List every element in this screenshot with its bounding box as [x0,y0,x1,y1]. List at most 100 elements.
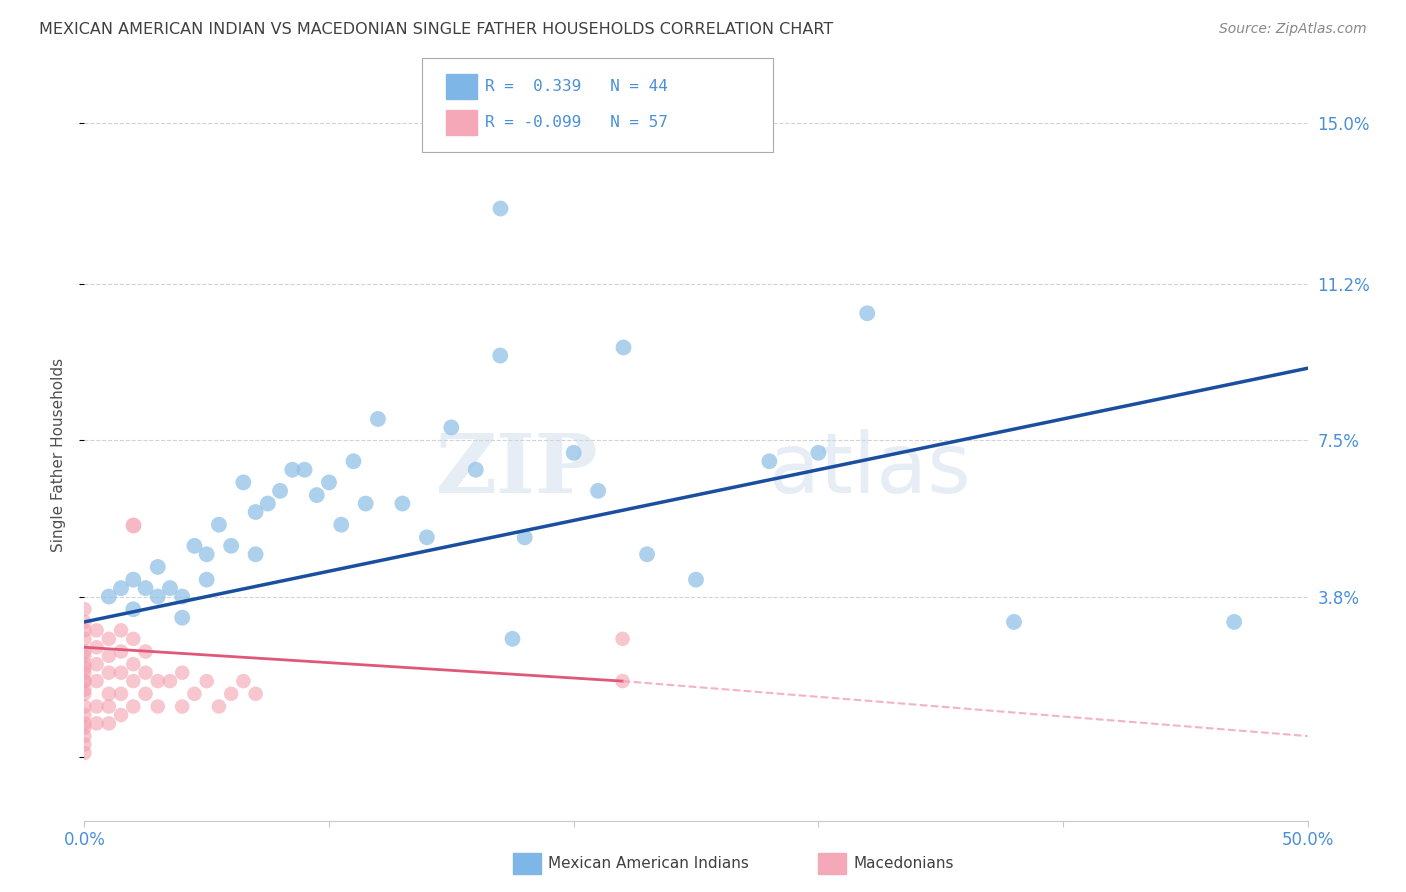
Point [416,530,439,544]
Point [612,674,634,689]
Point [636,547,658,561]
Point [135,665,157,680]
Text: atlas: atlas [769,429,972,510]
Y-axis label: Single Father Households: Single Father Households [51,358,66,552]
Text: Mexican American Indians: Mexican American Indians [548,856,749,871]
Point [612,340,634,354]
Point [219,687,242,701]
Point [122,632,145,646]
Point [146,674,169,689]
Point [86,657,108,672]
Point [73,729,96,743]
Point [294,463,316,477]
Point [122,573,145,587]
Point [73,624,96,638]
Point [195,573,218,587]
Point [269,483,291,498]
Point [73,632,96,646]
Point [856,306,879,320]
Point [110,581,132,595]
Point [257,497,280,511]
Point [245,687,267,701]
Point [1223,615,1246,629]
Point [1002,615,1025,629]
Point [172,699,194,714]
Point [758,454,780,468]
Point [195,547,218,561]
Point [305,488,328,502]
Point [73,738,96,752]
Point [513,530,536,544]
Point [208,699,231,714]
Point [318,475,340,490]
Point [97,687,120,701]
Point [97,716,120,731]
Text: ZIP: ZIP [436,430,598,509]
Text: Macedonians: Macedonians [853,856,953,871]
Text: MEXICAN AMERICAN INDIAN VS MACEDONIAN SINGLE FATHER HOUSEHOLDS CORRELATION CHART: MEXICAN AMERICAN INDIAN VS MACEDONIAN SI… [39,22,834,37]
Point [110,708,132,723]
Point [135,687,157,701]
Point [86,624,108,638]
Point [97,632,120,646]
Point [86,699,108,714]
Point [86,716,108,731]
Point [97,590,120,604]
Point [86,640,108,655]
Point [807,446,830,460]
Point [122,517,145,532]
Point [73,674,96,689]
Point [122,657,145,672]
Point [245,547,267,561]
Point [208,517,231,532]
Point [183,539,205,553]
Point [354,497,377,511]
Point [586,483,609,498]
Point [73,648,96,663]
Point [172,665,194,680]
Point [73,657,96,672]
Point [391,497,413,511]
Point [330,517,353,532]
Point [159,674,181,689]
Text: Source: ZipAtlas.com: Source: ZipAtlas.com [1219,22,1367,37]
Point [281,463,304,477]
Point [159,581,181,595]
Point [219,539,242,553]
Point [562,446,585,460]
Point [73,699,96,714]
Point [73,682,96,697]
Point [122,674,145,689]
Point [97,648,120,663]
Point [97,699,120,714]
Point [73,602,96,616]
Point [73,721,96,735]
Point [135,581,157,595]
Point [685,573,707,587]
Point [440,420,463,434]
Point [502,632,524,646]
Point [73,644,96,658]
Point [342,454,364,468]
Point [367,412,389,426]
Point [110,665,132,680]
Point [122,699,145,714]
Text: R =  0.339   N = 44: R = 0.339 N = 44 [485,79,668,94]
Point [110,687,132,701]
Point [183,687,205,701]
Point [146,590,169,604]
Point [73,746,96,760]
Point [195,674,218,689]
Point [73,687,96,701]
Point [489,349,512,363]
Point [86,674,108,689]
Point [73,716,96,731]
Text: R = -0.099   N = 57: R = -0.099 N = 57 [485,115,668,129]
Point [489,201,512,215]
Point [464,463,486,477]
Point [232,475,254,490]
Point [73,708,96,723]
Point [612,632,634,646]
Point [73,665,96,680]
Point [232,674,254,689]
